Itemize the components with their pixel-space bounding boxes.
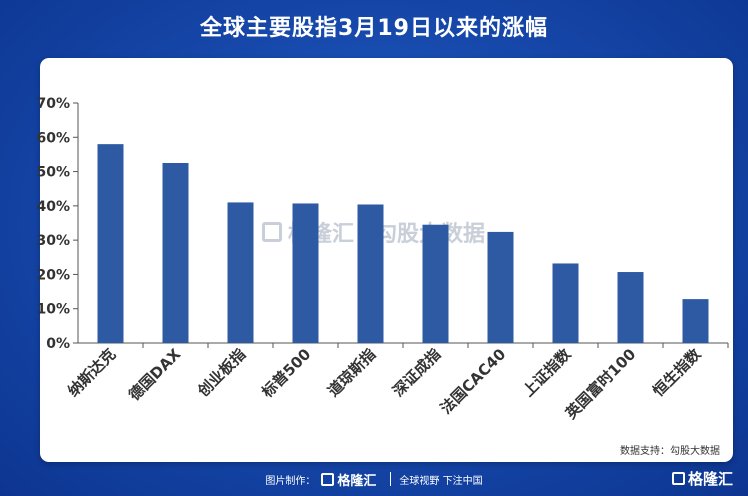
x-tick-label: 标普500 bbox=[258, 345, 315, 402]
x-tick-label: 英国富时100 bbox=[562, 345, 639, 422]
corner-logo: 格隆汇 bbox=[672, 468, 733, 489]
x-tick-label: 恒生指数 bbox=[649, 344, 705, 400]
source-note: 数据支持：勾股大数据 bbox=[620, 446, 720, 457]
x-tick-label: 法国CAC40 bbox=[437, 345, 509, 417]
y-tick-label: 40% bbox=[36, 199, 70, 215]
footer-made-by: 图片制作： bbox=[265, 475, 316, 487]
y-tick-label: 30% bbox=[36, 233, 70, 249]
bar bbox=[292, 203, 319, 343]
bar bbox=[617, 272, 644, 343]
y-tick-label: 10% bbox=[36, 302, 70, 318]
bar bbox=[357, 204, 384, 343]
bar bbox=[552, 263, 579, 343]
footer-logo-icon bbox=[321, 472, 335, 486]
bar bbox=[227, 202, 254, 343]
corner-logo-icon bbox=[672, 472, 685, 485]
bar bbox=[162, 163, 189, 343]
x-tick-label: 德国DAX bbox=[125, 345, 184, 404]
footer-logo: 格隆汇 bbox=[321, 470, 376, 489]
bar bbox=[487, 231, 514, 343]
y-tick-label: 20% bbox=[36, 267, 70, 283]
watermark-logo-icon bbox=[262, 222, 282, 242]
chart-panel bbox=[40, 58, 733, 462]
y-tick-label: 0% bbox=[46, 336, 70, 352]
bar bbox=[97, 144, 124, 343]
x-tick-label: 纳斯达克 bbox=[64, 345, 119, 400]
bar bbox=[422, 224, 449, 343]
x-tick-label: 上证指数 bbox=[519, 344, 575, 400]
page-title: 全球主要股指3月19日以来的涨幅 bbox=[200, 16, 548, 41]
y-tick-label: 50% bbox=[36, 165, 70, 181]
x-tick-label: 深证成指 bbox=[389, 345, 444, 400]
corner-logo-text: 格隆汇 bbox=[688, 470, 734, 488]
footer-slogan: 全球视野 下注中国 bbox=[399, 475, 483, 487]
footer: 图片制作： 格隆汇 全球视野 下注中国 bbox=[0, 468, 748, 490]
y-tick-label: 70% bbox=[36, 96, 70, 112]
bar bbox=[682, 299, 709, 343]
y-tick-label: 60% bbox=[36, 130, 70, 146]
footer-brand: 格隆汇 bbox=[337, 473, 377, 489]
x-tick-label: 道琼斯指 bbox=[324, 345, 379, 400]
x-tick-label: 创业板指 bbox=[193, 345, 249, 401]
footer-divider bbox=[390, 472, 392, 486]
